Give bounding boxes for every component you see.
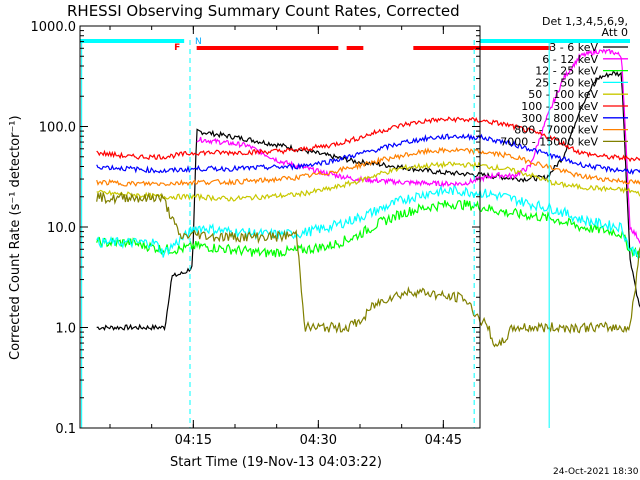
series-line-800-7000kev	[96, 146, 640, 187]
flag-f-label: F	[174, 43, 180, 53]
legend-label: 3 - 6 keV	[549, 41, 598, 54]
y-tick-label: 100.0	[39, 121, 76, 136]
legend-label: 800 - 7000 keV	[514, 124, 598, 137]
y-axis-label: Corrected Count Rate (s⁻¹ detector⁻¹)	[8, 115, 23, 360]
series-line-25-50kev	[96, 184, 640, 260]
legend-label: 100 - 300 keV	[521, 100, 598, 113]
y-tick-label: 1000.0	[31, 20, 77, 35]
y-tick-label: 0.1	[55, 422, 76, 437]
legend-label: 6 - 12 keV	[542, 53, 598, 66]
x-tick-label: 04:30	[300, 433, 337, 448]
legend-label: 12 - 25 keV	[535, 65, 598, 78]
chart-title: RHESSI Observing Summary Count Rates, Co…	[67, 2, 460, 20]
y-tick-label: 10.0	[47, 221, 76, 236]
flag-n-label: N	[195, 37, 202, 47]
series-line-100-300kev	[96, 116, 640, 163]
legend-header: Att 0	[602, 26, 628, 39]
plot-frame	[79, 25, 481, 429]
series-line-3-6kev	[96, 70, 640, 332]
series-line-6-12kev	[196, 48, 640, 245]
timestamp: 24-Oct-2021 18:30	[553, 467, 639, 477]
series-line-50-100kev	[96, 160, 640, 202]
legend-label: 7000 - 15000 keV	[500, 135, 598, 148]
legend-label: 25 - 50 keV	[535, 76, 598, 89]
x-tick-label: 04:15	[175, 433, 212, 448]
x-axis-label: Start Time (19-Nov-13 04:03:22)	[170, 455, 382, 470]
x-tick-label: 04:45	[425, 433, 462, 448]
legend-label: 50 - 100 keV	[528, 88, 598, 101]
legend-label: 300 - 800 keV	[521, 112, 598, 125]
y-tick-label: 1.0	[55, 322, 76, 337]
series-line-7000-15000kev	[96, 191, 640, 348]
series-line-12-25kev	[96, 199, 640, 258]
series-line-300-800kev	[96, 133, 640, 175]
legend-header: Det 1,3,4,5,6,9,	[542, 15, 628, 28]
